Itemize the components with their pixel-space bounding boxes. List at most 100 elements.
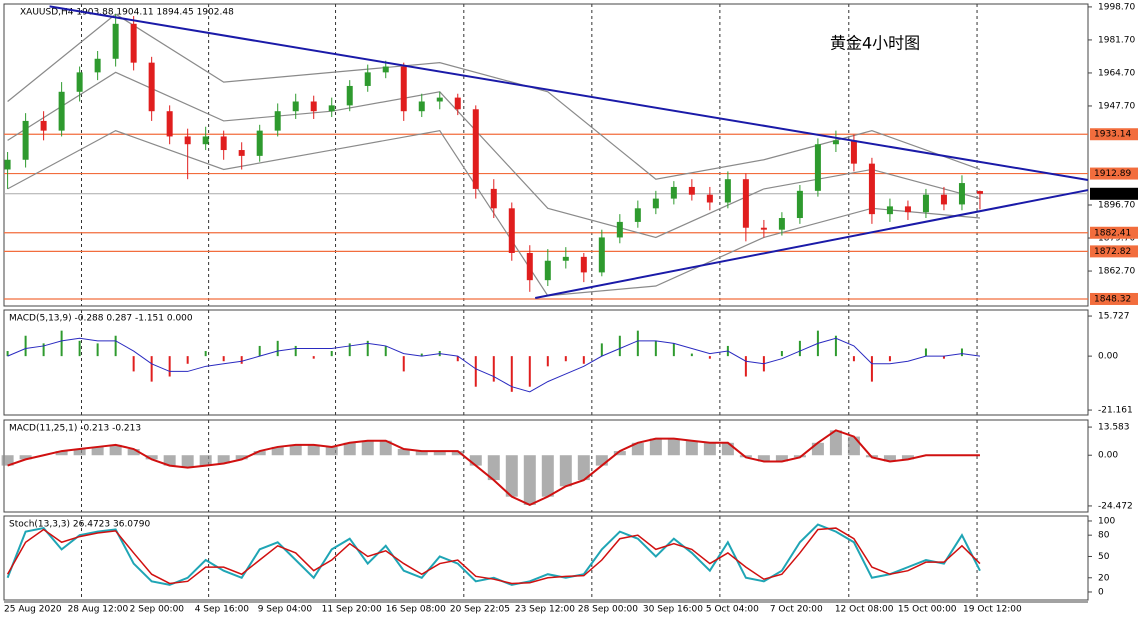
y-tick-label: 100 (1098, 516, 1115, 526)
candle-body (328, 105, 335, 112)
macd-bar (271, 446, 284, 456)
macd-bar (721, 442, 734, 456)
candle-body (814, 144, 821, 191)
candle-body (850, 140, 857, 164)
candle-body (58, 91, 65, 131)
candle-body (184, 136, 191, 145)
candle-body (742, 179, 749, 228)
candle-body (796, 190, 803, 219)
candle-body (868, 163, 875, 215)
candle-body (562, 256, 569, 261)
macd-bar (199, 455, 212, 466)
macd-bar (55, 451, 68, 456)
y-tick-label: 1998.70 (1098, 2, 1135, 12)
macd-bar (163, 455, 176, 466)
macd-bar (109, 444, 122, 456)
x-tick-label: 25 Aug 2020 (4, 605, 62, 615)
y-tick-label: 1862.70 (1098, 267, 1135, 277)
macd-bar (361, 440, 374, 456)
x-tick-label: 15 Oct 00:00 (898, 605, 957, 615)
macd-line (7, 429, 980, 507)
macd-signal (7, 337, 981, 393)
y-tick-label: 13.583 (1098, 423, 1130, 433)
macd-bar (649, 438, 662, 456)
level-label-box (1090, 292, 1138, 305)
x-tick-label: 23 Sep 12:00 (515, 605, 575, 615)
x-tick-label: 11 Sep 20:00 (322, 605, 382, 615)
macd-bar (19, 455, 32, 460)
candle-body (220, 136, 227, 151)
macd-bar (811, 442, 824, 456)
candle-body (256, 130, 263, 156)
macd-bar (325, 446, 338, 456)
candle-body (202, 136, 209, 145)
macd-bar (541, 455, 554, 497)
x-tick-label: 20 Sep 22:05 (450, 605, 510, 615)
macd-bar (829, 430, 842, 456)
candle-body (310, 101, 317, 112)
candle-body (292, 101, 299, 112)
x-tick-label: 19 Oct 12:00 (963, 605, 1022, 615)
macd-bar (487, 455, 500, 481)
y-tick-label: -24.472 (1098, 501, 1133, 511)
macd-bar (289, 444, 302, 456)
x-tick-label: 4 Sep 16:00 (195, 605, 250, 615)
macd-bar (775, 455, 788, 462)
macd-bar (1, 455, 14, 466)
panel-frame (3, 309, 1089, 416)
macd-bar (469, 455, 482, 466)
x-tick-label: 7 Oct 20:00 (770, 605, 823, 615)
level-label: 1933.14 (1094, 130, 1131, 140)
level-label-box (1090, 226, 1138, 239)
macd-bar (235, 455, 248, 460)
candle-body (976, 191, 983, 194)
candle-body (364, 72, 371, 86)
y-tick-label: 50 (1098, 552, 1110, 562)
candle-body (238, 150, 245, 156)
y-tick-label: 15.727 (1098, 312, 1130, 322)
stoch-main (6, 523, 981, 586)
panel-frame (3, 515, 1089, 601)
current-price-label: 1902.48 (1094, 189, 1131, 199)
macd-bar (595, 455, 608, 466)
stoch-signal (6, 527, 981, 585)
y-tick-label: 1981.70 (1098, 35, 1135, 45)
candle-body (436, 97, 443, 102)
candle-body (616, 221, 623, 238)
y-tick-label: 1896.70 (1098, 201, 1135, 211)
macd-bar (505, 455, 518, 497)
macd-bar (253, 451, 266, 456)
macd-bar (343, 442, 356, 456)
candle-body (832, 140, 839, 145)
level-label: 1848.32 (1094, 294, 1131, 304)
macd-bar (757, 455, 770, 462)
level-label: 1872.82 (1094, 247, 1131, 257)
candle-body (508, 208, 515, 253)
candle-body (904, 206, 911, 213)
x-tick-label: 30 Sep 16:00 (643, 605, 703, 615)
candle-body (724, 179, 731, 203)
candle-body (958, 183, 965, 205)
macd-bar (685, 440, 698, 456)
macd-bar (307, 444, 320, 456)
level-label-box (1090, 167, 1138, 180)
x-tick-label: 28 Aug 12:00 (68, 605, 129, 615)
y-tick-label: 0 (1098, 587, 1104, 597)
annotation: 黄金4小时图 (830, 34, 920, 53)
panel-title: MACD(11,25,1) -0.213 -0.213 (9, 424, 141, 434)
macd-bar (127, 449, 140, 456)
macd-bar (523, 455, 536, 505)
macd-bar (451, 451, 464, 456)
candle-body (274, 111, 281, 131)
current-price-box (1090, 187, 1138, 200)
panel-frame (3, 419, 1089, 513)
candle-body (598, 237, 605, 273)
x-tick-label: 2 Sep 00:00 (130, 605, 185, 615)
level-label: 1882.41 (1094, 228, 1131, 238)
macd-bar (217, 455, 230, 464)
y-tick-label: 1964.70 (1098, 68, 1135, 78)
candle-body (454, 97, 461, 110)
candle-body (382, 66, 389, 73)
macd-bar (847, 436, 860, 456)
macd-bar (613, 451, 626, 456)
